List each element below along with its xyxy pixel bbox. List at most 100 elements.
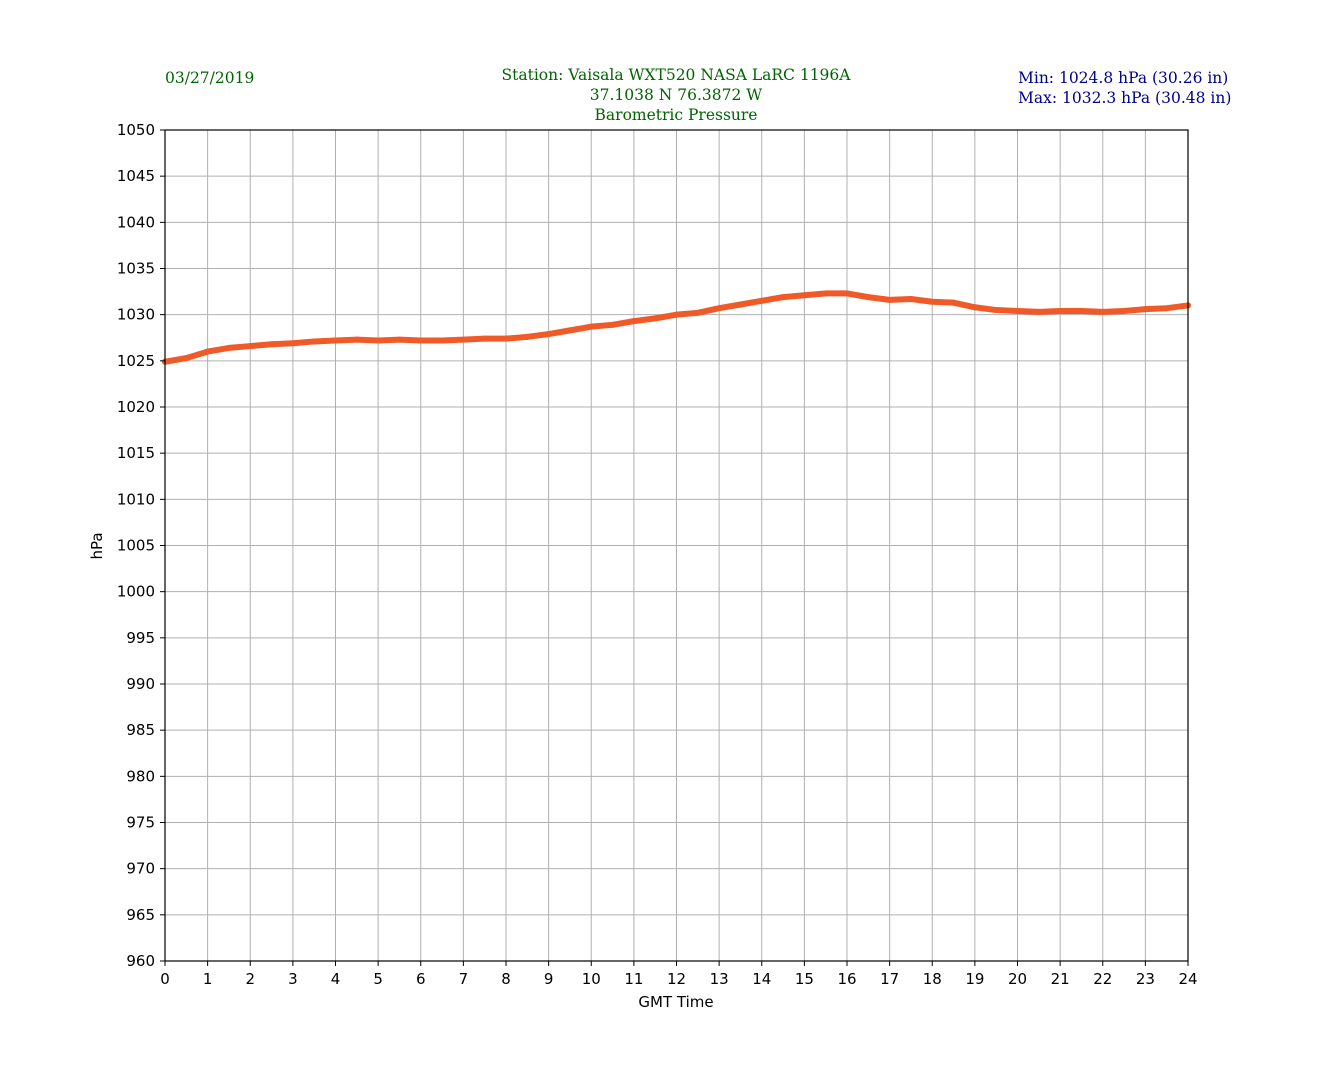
data-point — [460, 336, 467, 343]
data-point — [822, 290, 829, 297]
x-tick-label: 14 — [752, 970, 771, 988]
chart-title: Barometric Pressure — [595, 106, 758, 124]
y-tick-label: 1040 — [117, 213, 155, 231]
data-point — [439, 337, 446, 344]
x-tick-label: 17 — [880, 970, 899, 988]
data-point — [247, 343, 254, 350]
x-tick-label: 4 — [331, 970, 341, 988]
data-point — [801, 292, 808, 299]
data-point — [1099, 308, 1106, 315]
x-tick-label: 8 — [501, 970, 511, 988]
data-point — [780, 294, 787, 301]
data-point — [716, 305, 723, 312]
x-tick-label: 1 — [203, 970, 213, 988]
x-tick-label: 15 — [795, 970, 814, 988]
data-point — [204, 348, 211, 355]
x-tick-label: 9 — [544, 970, 554, 988]
y-tick-label: 1030 — [117, 306, 155, 324]
x-tick-label: 18 — [923, 970, 942, 988]
data-point — [971, 304, 978, 311]
y-tick-label: 1045 — [117, 167, 155, 185]
data-point — [1057, 307, 1064, 314]
y-tick-label: 1020 — [117, 398, 155, 416]
x-tick-label: 21 — [1051, 970, 1070, 988]
data-point — [737, 301, 744, 308]
x-tick-label: 16 — [837, 970, 856, 988]
x-tick-label: 20 — [1008, 970, 1027, 988]
x-tick-label: 23 — [1136, 970, 1155, 988]
station-label: Station: Vaisala WXT520 NASA LaRC 1196A — [502, 66, 852, 84]
grid — [164, 129, 1189, 962]
data-point — [1163, 305, 1170, 312]
y-tick-label: 1000 — [117, 583, 155, 601]
y-tick-label: 995 — [126, 629, 155, 647]
data-point — [865, 294, 872, 301]
data-point — [907, 295, 914, 302]
data-point — [353, 336, 360, 343]
x-tick-label: 22 — [1093, 970, 1112, 988]
y-tick-label: 965 — [126, 906, 155, 924]
coords-label: 37.1038 N 76.3872 W — [590, 86, 763, 104]
x-tick-label: 12 — [667, 970, 686, 988]
min-label: Min: 1024.8 hPa (30.26 in) — [1018, 69, 1228, 87]
y-tick-label: 975 — [126, 814, 155, 832]
data-point — [673, 311, 680, 318]
y-tick-label: 960 — [126, 952, 155, 970]
data-point — [694, 309, 701, 316]
data-point — [268, 341, 275, 348]
data-point — [225, 344, 232, 351]
y-axis-label: hPa — [88, 532, 106, 559]
data-point — [844, 290, 850, 297]
data-point — [993, 307, 1000, 314]
data-point — [609, 321, 616, 328]
data-point — [375, 337, 382, 344]
y-tick-label: 1035 — [117, 260, 155, 278]
y-tick-label: 1050 — [117, 121, 155, 139]
data-point — [588, 323, 595, 330]
x-tick-label: 7 — [459, 970, 469, 988]
x-axis-label: GMT Time — [638, 993, 713, 1011]
x-tick-label: 19 — [965, 970, 984, 988]
data-point — [332, 337, 339, 344]
data-point — [1035, 308, 1042, 315]
x-tick-label: 11 — [624, 970, 643, 988]
y-tick-label: 1005 — [117, 537, 155, 555]
x-tick-label: 13 — [710, 970, 729, 988]
y-tick-label: 1010 — [117, 490, 155, 508]
x-tick-label: 2 — [245, 970, 255, 988]
data-point — [630, 318, 637, 325]
data-point — [183, 355, 190, 362]
data-point — [929, 298, 936, 305]
date-label: 03/27/2019 — [165, 69, 254, 87]
data-point — [566, 327, 573, 334]
x-tick-label: 5 — [373, 970, 383, 988]
series-pressure — [162, 290, 1191, 365]
data-point — [886, 296, 893, 303]
data-point — [652, 315, 659, 322]
y-tick-label: 1025 — [117, 352, 155, 370]
y-tick-label: 970 — [126, 860, 155, 878]
data-point — [1121, 307, 1128, 314]
data-point — [396, 336, 403, 343]
x-tick-label: 0 — [160, 970, 170, 988]
y-tick-label: 1015 — [117, 444, 155, 462]
data-point — [758, 297, 765, 304]
data-point — [289, 340, 296, 347]
data-point — [950, 299, 957, 306]
data-point — [1014, 307, 1021, 314]
data-point — [481, 335, 488, 342]
x-axis: 0 1 2 3 4 5 6 7 8 9 10 11 12 13 14 15 16 17 18 19 20 21 22 23 24 — [160, 961, 1198, 988]
y-tick-label: 980 — [126, 767, 155, 785]
y-tick-label: 990 — [126, 675, 155, 693]
y-axis: 960 965 970 975 980 985 990 995 1000 1005 1010 1015… — [117, 121, 165, 970]
data-point — [417, 337, 424, 344]
data-point — [545, 331, 552, 338]
y-tick-label: 985 — [126, 721, 155, 739]
data-point — [1142, 306, 1149, 313]
x-tick-label: 10 — [582, 970, 601, 988]
x-tick-label: 3 — [288, 970, 298, 988]
x-tick-label: 6 — [416, 970, 426, 988]
data-point — [503, 335, 509, 342]
data-point — [524, 333, 531, 340]
